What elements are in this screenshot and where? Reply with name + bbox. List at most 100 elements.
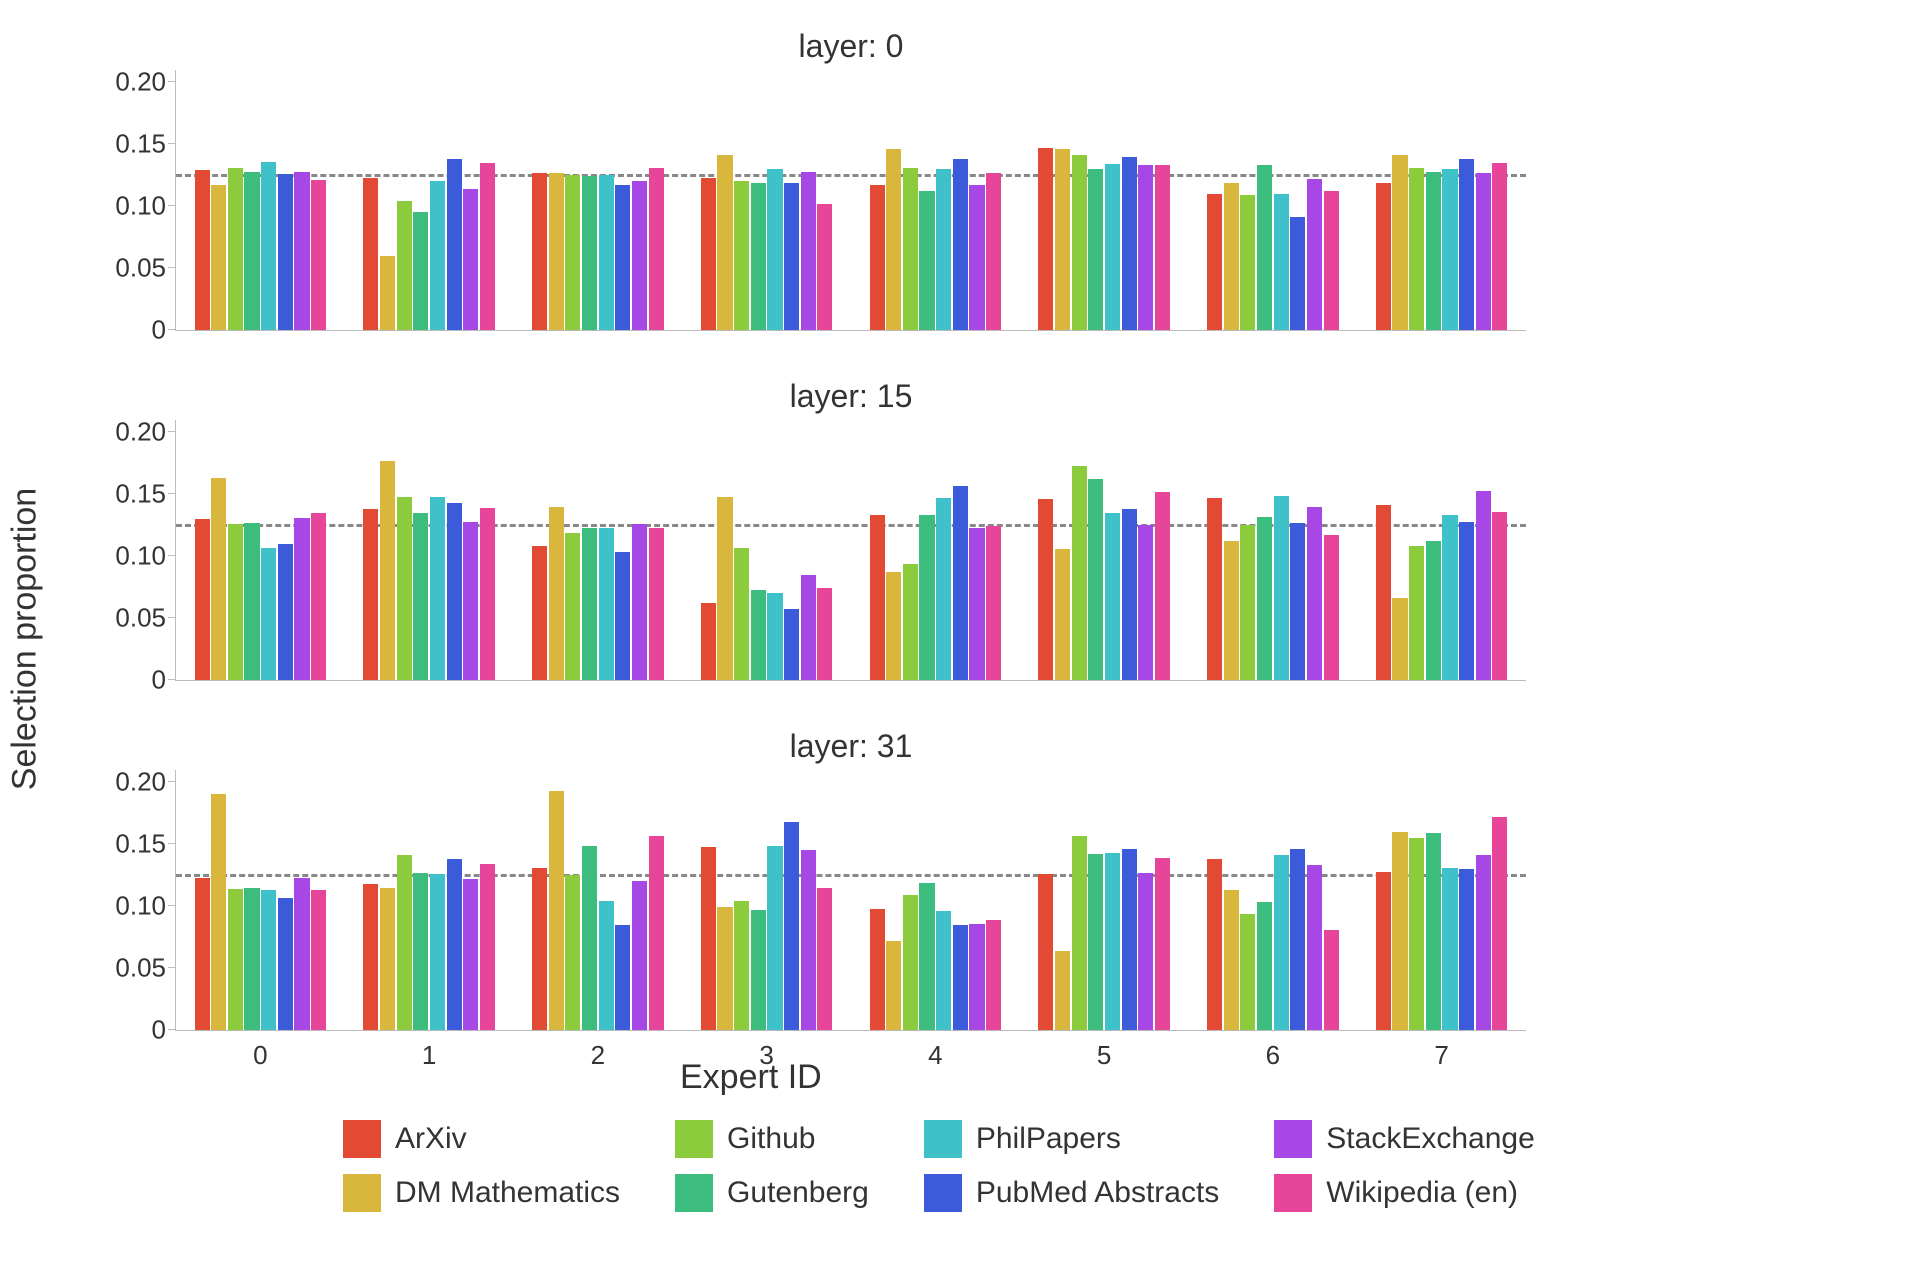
expert-group bbox=[532, 420, 664, 680]
bar bbox=[565, 533, 580, 680]
bar bbox=[1105, 853, 1120, 1030]
bar bbox=[1392, 598, 1407, 680]
y-tick-label: 0.05 bbox=[115, 953, 176, 984]
bar bbox=[936, 498, 951, 680]
bar bbox=[244, 172, 259, 330]
bar bbox=[549, 173, 564, 330]
bar bbox=[582, 176, 597, 330]
legend-swatch bbox=[343, 1174, 381, 1212]
y-tick-mark bbox=[168, 329, 176, 330]
x-tick-label: 5 bbox=[1097, 1030, 1111, 1071]
bar bbox=[1290, 217, 1305, 330]
expert-group bbox=[1038, 70, 1170, 330]
bar bbox=[532, 546, 547, 680]
legend-item: Github bbox=[675, 1120, 869, 1158]
y-tick-mark bbox=[168, 267, 176, 268]
subplot-title: layer: 31 bbox=[176, 728, 1526, 765]
bar bbox=[565, 875, 580, 1030]
bar bbox=[463, 522, 478, 680]
bar bbox=[463, 189, 478, 330]
expert-group bbox=[870, 420, 1002, 680]
bar bbox=[1459, 869, 1474, 1030]
bar bbox=[751, 183, 766, 330]
y-tick-mark bbox=[168, 205, 176, 206]
expert-group bbox=[363, 420, 495, 680]
bar bbox=[582, 846, 597, 1030]
bar bbox=[211, 478, 226, 680]
bar bbox=[1257, 517, 1272, 680]
y-tick-mark bbox=[168, 617, 176, 618]
bar bbox=[1426, 833, 1441, 1030]
bar bbox=[311, 180, 326, 330]
legend-swatch bbox=[924, 1174, 962, 1212]
y-tick-label: 0.20 bbox=[115, 417, 176, 448]
x-axis-label: Expert ID bbox=[680, 1058, 1920, 1097]
bar bbox=[751, 910, 766, 1030]
expert-group bbox=[1376, 770, 1508, 1030]
bar bbox=[986, 920, 1001, 1030]
subplot-layer-2: layer: 3100.050.100.150.2001234567 bbox=[175, 770, 1526, 1031]
y-tick-mark bbox=[168, 555, 176, 556]
bar bbox=[1324, 930, 1339, 1030]
subplot-layer-0: layer: 000.050.100.150.20 bbox=[175, 70, 1526, 331]
legend-item: PhilPapers bbox=[924, 1120, 1219, 1158]
bar bbox=[1240, 195, 1255, 330]
bar bbox=[1122, 509, 1137, 680]
bar bbox=[784, 609, 799, 680]
bar bbox=[532, 173, 547, 330]
y-tick-mark bbox=[168, 1029, 176, 1030]
bar bbox=[1038, 148, 1053, 330]
expert-group bbox=[1038, 420, 1170, 680]
bar bbox=[615, 185, 630, 330]
x-tick-label: 7 bbox=[1434, 1030, 1448, 1071]
y-tick-mark bbox=[168, 905, 176, 906]
bar bbox=[615, 925, 630, 1030]
bar bbox=[294, 172, 309, 330]
bar bbox=[1122, 157, 1137, 330]
bar bbox=[1257, 165, 1272, 330]
bar bbox=[1072, 155, 1087, 330]
bar bbox=[599, 175, 614, 330]
bar bbox=[195, 170, 210, 330]
y-tick-label: 0.10 bbox=[115, 191, 176, 222]
bar bbox=[817, 888, 832, 1030]
bar bbox=[969, 924, 984, 1030]
bar bbox=[801, 850, 816, 1030]
bar bbox=[447, 159, 462, 330]
bar bbox=[1274, 194, 1289, 330]
bar bbox=[1088, 854, 1103, 1030]
bar bbox=[953, 159, 968, 330]
bar bbox=[1274, 496, 1289, 680]
y-tick-mark bbox=[168, 967, 176, 968]
bar bbox=[734, 548, 749, 680]
bar bbox=[363, 884, 378, 1030]
expert-group bbox=[701, 770, 833, 1030]
subplot-layer-1: layer: 1500.050.100.150.20 bbox=[175, 420, 1526, 681]
y-tick-label: 0.15 bbox=[115, 829, 176, 860]
bar bbox=[463, 879, 478, 1030]
bar bbox=[480, 864, 495, 1030]
bar bbox=[397, 497, 412, 680]
bar bbox=[919, 191, 934, 330]
bar bbox=[1376, 505, 1391, 680]
bar bbox=[767, 846, 782, 1030]
expert-group bbox=[1376, 420, 1508, 680]
bar bbox=[734, 901, 749, 1030]
bar bbox=[1324, 535, 1339, 680]
bar bbox=[986, 173, 1001, 330]
x-tick-label: 4 bbox=[928, 1030, 942, 1071]
bar bbox=[549, 507, 564, 680]
bar bbox=[870, 909, 885, 1030]
bar bbox=[1290, 849, 1305, 1030]
bar bbox=[599, 528, 614, 680]
bar bbox=[311, 890, 326, 1030]
legend-swatch bbox=[1274, 1174, 1312, 1212]
legend-label: Gutenberg bbox=[727, 1176, 869, 1210]
legend-swatch bbox=[1274, 1120, 1312, 1158]
bar bbox=[363, 178, 378, 330]
bar bbox=[717, 497, 732, 680]
bar bbox=[767, 593, 782, 680]
bar bbox=[919, 883, 934, 1030]
y-tick-label: 0 bbox=[152, 315, 176, 346]
expert-group bbox=[195, 420, 327, 680]
